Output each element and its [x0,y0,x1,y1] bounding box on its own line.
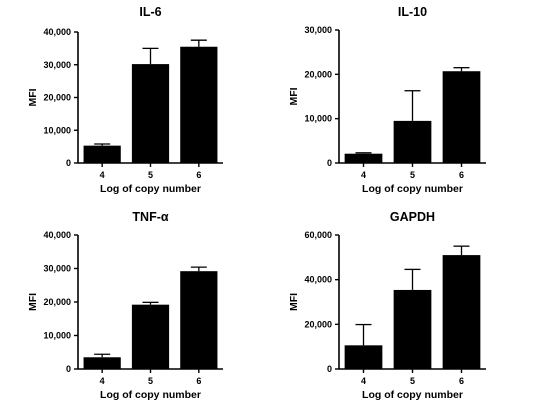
chart-title: GAPDH [390,210,435,224]
bar-4 [344,153,383,163]
error-bar-4 [355,323,372,346]
x-tick-label: 4 [100,376,105,386]
bar-6 [442,71,481,163]
x-tick-label: 4 [361,170,366,180]
x-tick-label: 6 [459,376,464,386]
x-axis-label: Log of copy number [362,183,463,195]
bar-5 [393,120,432,163]
y-axis-label: MFI [27,88,39,106]
bar-6 [180,271,218,369]
error-bar-4 [355,152,372,154]
chart-panel-3: TNF-α 0 10,000 20,000 30,000 40,000 4 5 6 Log of … [27,210,223,401]
x-tick-label: 6 [196,170,201,180]
x-tick-label: 5 [148,376,153,386]
y-tick-label: 0 [327,158,332,168]
x-tick-label: 4 [100,170,105,180]
y-tick-label: 40,000 [43,230,71,240]
y-tick-label: 10,000 [43,331,71,341]
y-tick-label: 0 [66,158,71,168]
bar-6 [180,46,218,163]
chart-title: TNF-α [132,210,168,224]
error-bar-4 [94,353,111,358]
bar-5 [131,64,170,163]
x-tick-label: 5 [410,376,415,386]
chart-panel-2: IL-10 0 10,000 20,000 30,000 4 5 6 Log of copy n… [288,5,486,195]
y-tick-label: 30,000 [43,60,71,70]
error-bar-6 [453,67,470,72]
chart-panel-1: IL-6 0 10,000 20,000 30,000 40,000 4 5 6 Log of c… [27,5,223,195]
error-bar-6 [453,245,470,256]
bar-6 [442,255,481,369]
error-bar-4 [94,143,111,146]
error-bar-6 [190,266,207,272]
x-tick-label: 5 [410,170,415,180]
error-bar-6 [190,39,207,47]
y-tick-label: 20,000 [304,69,332,79]
y-tick-label: 20,000 [304,319,332,329]
x-axis-label: Log of copy number [362,389,463,401]
y-tick-label: 20,000 [43,93,71,103]
y-tick-label: 0 [327,364,332,374]
error-bar-5 [404,268,421,290]
bar-5 [393,289,432,369]
y-axis-label: MFI [288,293,300,311]
y-tick-label: 60,000 [304,230,332,240]
x-tick-label: 6 [196,376,201,386]
error-bar-5 [404,90,421,121]
bar-4 [344,345,383,369]
bar-5 [131,304,170,369]
y-tick-label: 40,000 [304,275,332,285]
chart-title: IL-6 [139,5,161,19]
y-tick-label: 10,000 [304,114,332,124]
x-tick-label: 5 [148,170,153,180]
x-tick-label: 4 [361,376,366,386]
x-axis-label: Log of copy number [100,183,201,195]
y-tick-label: 20,000 [43,297,71,307]
error-bar-5 [142,301,159,305]
y-tick-label: 30,000 [43,264,71,274]
y-tick-label: 0 [66,364,71,374]
chart-panel-4: GAPDH 0 20,000 40,000 60,000 4 5 6 Log of copy n… [288,210,486,401]
bar-4 [83,145,121,163]
y-tick-label: 40,000 [43,27,71,37]
y-tick-label: 10,000 [43,125,71,135]
bar-4 [83,357,121,369]
y-tick-label: 30,000 [304,25,332,35]
y-axis-label: MFI [288,87,300,105]
chart-title: IL-10 [398,5,427,19]
x-axis-label: Log of copy number [100,389,201,401]
x-tick-label: 6 [459,170,464,180]
error-bar-5 [142,47,159,65]
y-axis-label: MFI [27,293,39,311]
